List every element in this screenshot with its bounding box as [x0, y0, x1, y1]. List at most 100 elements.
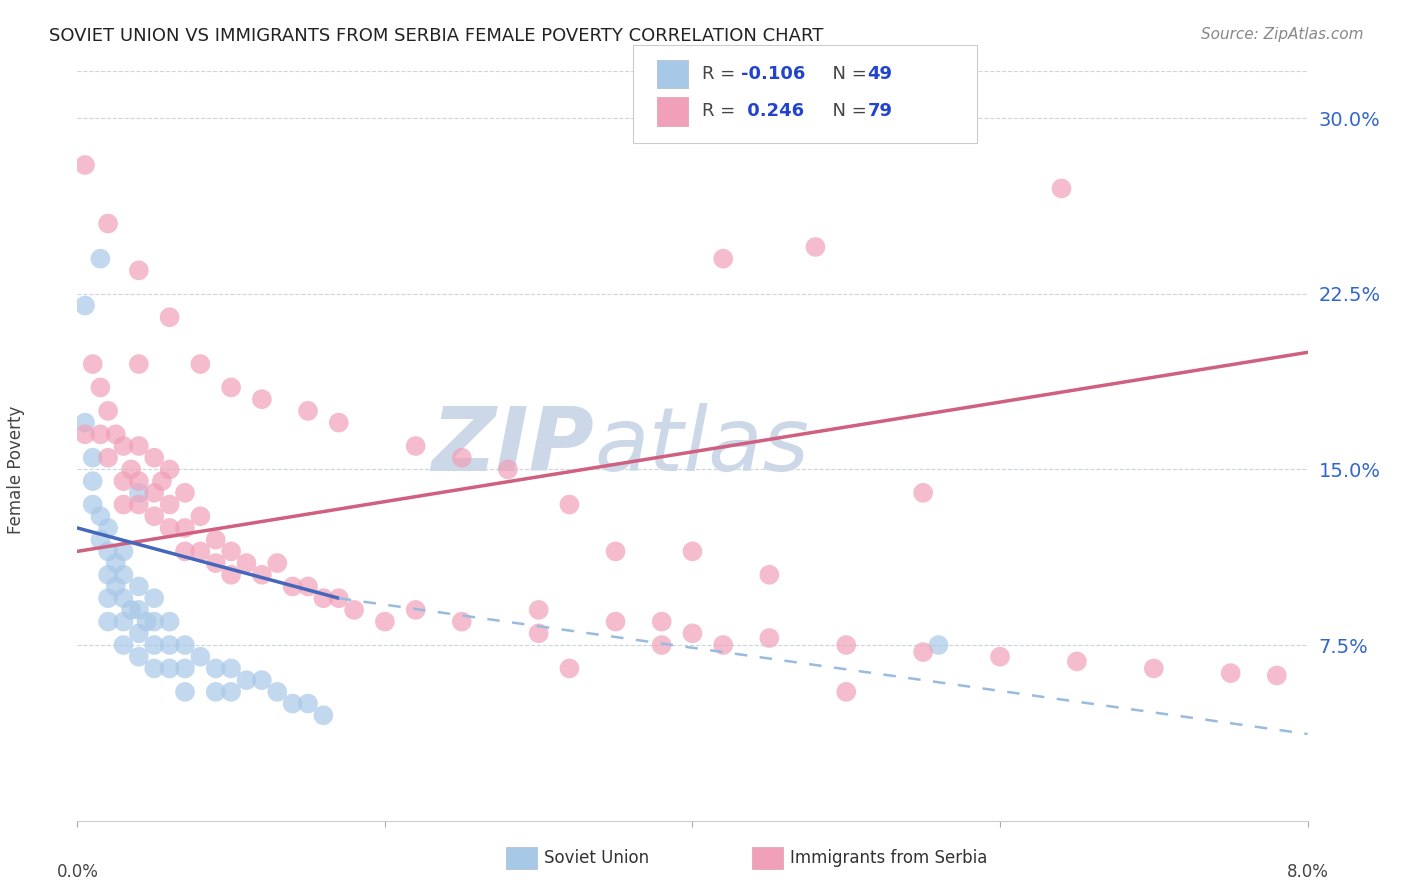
Point [97, 544, 120, 558]
Point [188, 649, 212, 664]
Point [605, 544, 627, 558]
Point [159, 521, 181, 535]
Point [297, 580, 319, 594]
Point [89, 380, 111, 394]
Point [143, 509, 166, 524]
Point [159, 661, 181, 675]
Point [104, 580, 127, 594]
Point [159, 638, 181, 652]
Text: 8.0%: 8.0% [1286, 863, 1329, 880]
Point [73, 298, 96, 313]
Point [97, 450, 120, 465]
Text: 49: 49 [868, 65, 893, 83]
Text: R =: R = [702, 103, 741, 120]
Text: 79: 79 [868, 103, 893, 120]
Point [835, 685, 858, 699]
Point [159, 462, 181, 476]
Point [120, 462, 142, 476]
Point [281, 697, 304, 711]
Text: atlas: atlas [595, 403, 808, 489]
Point [204, 533, 226, 547]
Point [312, 591, 335, 606]
Point [120, 603, 142, 617]
Point [450, 450, 472, 465]
Point [174, 485, 197, 500]
Point [651, 615, 673, 629]
Point [159, 498, 181, 512]
Point [159, 310, 181, 325]
Point [405, 603, 427, 617]
Point [112, 544, 135, 558]
Point [104, 556, 127, 570]
Point [496, 462, 519, 476]
Point [758, 567, 780, 582]
Point [219, 685, 242, 699]
Point [235, 673, 257, 688]
Point [73, 416, 96, 430]
Point [104, 427, 127, 442]
Point [558, 661, 581, 675]
Point [89, 252, 111, 266]
Point [112, 439, 135, 453]
Point [758, 631, 780, 645]
Text: -0.106: -0.106 [741, 65, 806, 83]
Point [143, 485, 166, 500]
Point [235, 556, 257, 570]
Point [328, 591, 350, 606]
Point [250, 673, 273, 688]
Point [711, 638, 734, 652]
Point [97, 591, 120, 606]
Point [988, 649, 1011, 664]
Point [682, 544, 704, 558]
Text: N =: N = [821, 65, 873, 83]
Point [135, 615, 157, 629]
Point [912, 645, 935, 659]
Point [219, 567, 242, 582]
Text: Source: ZipAtlas.com: Source: ZipAtlas.com [1201, 27, 1364, 42]
Point [97, 521, 120, 535]
Point [312, 708, 335, 723]
Point [297, 404, 319, 418]
Point [89, 427, 111, 442]
Point [150, 474, 173, 488]
Point [97, 567, 120, 582]
Point [1265, 668, 1288, 682]
Point [73, 158, 96, 172]
Point [928, 638, 950, 652]
Point [405, 439, 427, 453]
Point [174, 661, 197, 675]
Point [128, 603, 150, 617]
Point [527, 603, 550, 617]
Text: Soviet Union: Soviet Union [544, 849, 650, 867]
Point [266, 685, 288, 699]
Point [219, 380, 242, 394]
Text: SOVIET UNION VS IMMIGRANTS FROM SERBIA FEMALE POVERTY CORRELATION CHART: SOVIET UNION VS IMMIGRANTS FROM SERBIA F… [49, 27, 824, 45]
Point [73, 427, 96, 442]
Point [343, 603, 366, 617]
Point [128, 485, 150, 500]
Point [374, 615, 396, 629]
Point [188, 509, 212, 524]
Point [651, 638, 673, 652]
Point [89, 533, 111, 547]
Point [82, 474, 104, 488]
Point [143, 638, 166, 652]
Point [912, 485, 935, 500]
Text: Female Poverty: Female Poverty [7, 405, 25, 533]
Point [1050, 181, 1073, 195]
Point [82, 498, 104, 512]
Text: Immigrants from Serbia: Immigrants from Serbia [790, 849, 987, 867]
Point [128, 474, 150, 488]
Point [112, 498, 135, 512]
Point [97, 217, 120, 231]
Text: 0.0%: 0.0% [56, 863, 98, 880]
Point [143, 661, 166, 675]
Point [143, 615, 166, 629]
Point [450, 615, 472, 629]
Point [558, 498, 581, 512]
Point [1143, 661, 1166, 675]
Point [143, 450, 166, 465]
Point [250, 567, 273, 582]
Text: ZIP: ZIP [432, 402, 595, 490]
Text: R =: R = [702, 65, 741, 83]
